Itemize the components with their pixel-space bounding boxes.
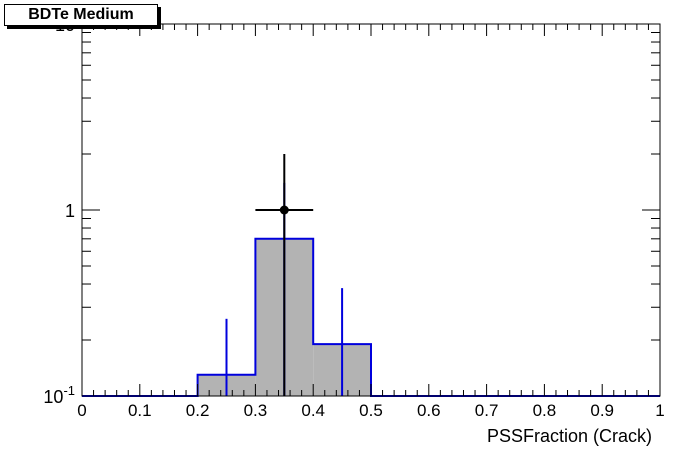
y-tick-label: 10-1 xyxy=(43,383,75,407)
chart-title: BDTe Medium xyxy=(4,4,158,26)
x-tick-label: 0.8 xyxy=(533,401,557,420)
x-tick-label: 0.2 xyxy=(186,401,210,420)
x-tick-label: 0.1 xyxy=(128,401,152,420)
x-tick-label: 0.6 xyxy=(417,401,441,420)
data-points xyxy=(255,154,314,396)
x-tick-label: 0.5 xyxy=(359,401,383,420)
x-tick-label: 0 xyxy=(77,401,86,420)
x-tick-label: 0.3 xyxy=(244,401,268,420)
x-tick-label: 1 xyxy=(655,401,664,420)
x-tick-label: 0.9 xyxy=(590,401,614,420)
data-point-0 xyxy=(279,205,289,215)
x-tick-label: 0.7 xyxy=(475,401,499,420)
x-axis-label: PSSFraction (Crack) xyxy=(487,426,652,446)
x-tick-label: 0.4 xyxy=(301,401,325,420)
y-tick-label: 1 xyxy=(65,201,75,221)
